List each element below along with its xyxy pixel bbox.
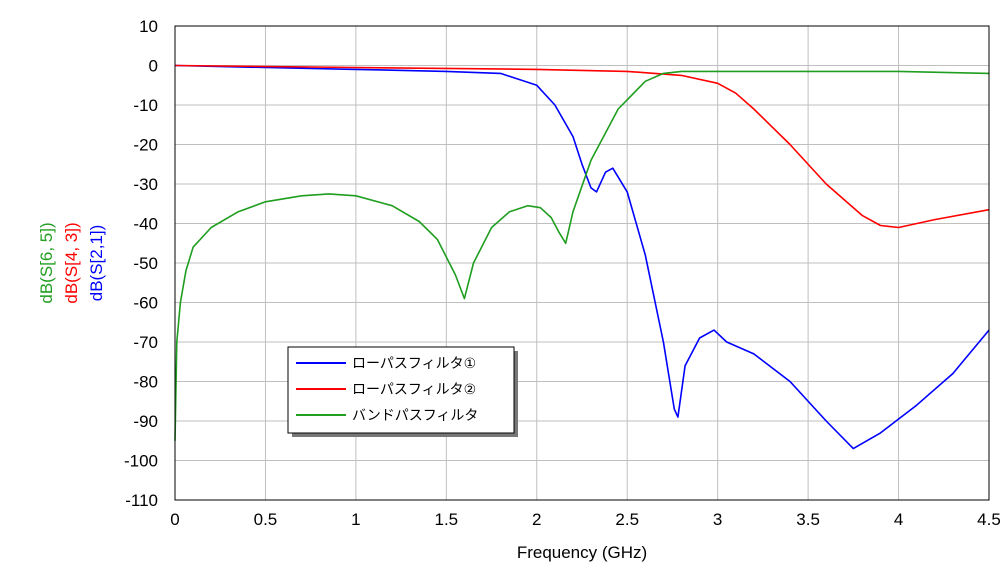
- y-tick-label: -10: [133, 96, 158, 115]
- series-line-lowpass-2: [174, 64, 990, 229]
- x-tick-label: 2: [532, 510, 541, 529]
- y-tick-label: -30: [133, 175, 158, 194]
- y-tick-label: -20: [133, 136, 158, 155]
- x-tick-label: 4: [894, 510, 903, 529]
- y-tick-label: -80: [133, 373, 158, 392]
- y-tick-label: -110: [125, 491, 158, 510]
- y-tick-label: -100: [124, 452, 158, 471]
- legend-label-lowpass-1: ローパスフィルタ①: [352, 356, 476, 372]
- series-line-bandpass: [174, 70, 990, 441]
- grid: [174, 25, 990, 501]
- y-axis-label-s65: dB(S[6, 5]): [37, 222, 56, 303]
- y-tick-label: -40: [133, 215, 158, 234]
- x-tick-label: 2.5: [615, 510, 639, 529]
- x-axis-ticks: 0 0.5 1 1.5 2 2.5 3 3.5 4 4.5: [170, 510, 1000, 529]
- x-tick-label: 0: [170, 510, 179, 529]
- y-tick-label: 10: [139, 17, 158, 36]
- plot-frame: [174, 25, 990, 501]
- x-tick-label: 0.5: [254, 510, 278, 529]
- y-axis-label-s21: dB(S[2,1]): [87, 225, 106, 302]
- series-group: [174, 64, 990, 450]
- y-tick-label: -90: [133, 412, 158, 431]
- y-tick-label: -60: [133, 294, 158, 313]
- y-tick-label: -70: [133, 333, 158, 352]
- legend: ローパスフィルタ① ローパスフィルタ② バンドパスフィルタ: [287, 346, 518, 437]
- legend-label-bandpass: バンドパスフィルタ: [352, 408, 478, 424]
- x-tick-label: 3: [713, 510, 722, 529]
- y-tick-label: -50: [133, 254, 158, 273]
- x-tick-label: 1.5: [435, 510, 459, 529]
- x-tick-label: 4.5: [977, 510, 1000, 529]
- x-axis-label: Frequency (GHz): [517, 543, 647, 562]
- y-tick-label: 0: [149, 57, 158, 76]
- series-line-lowpass-1: [174, 64, 990, 450]
- x-tick-label: 1: [351, 510, 360, 529]
- y-axis-ticks: 10 0 -10 -20 -30 -40 -50 -60 -70 -80 -90 -100 -110: [124, 17, 158, 510]
- y-axis-labels: dB(S[6, 5]) dB(S[4, 3]) dB(S[2,1]): [37, 222, 106, 303]
- legend-label-lowpass-2: ローパスフィルタ②: [352, 382, 476, 398]
- y-axis-label-s43: dB(S[4, 3]): [62, 222, 81, 303]
- x-tick-label: 3.5: [796, 510, 820, 529]
